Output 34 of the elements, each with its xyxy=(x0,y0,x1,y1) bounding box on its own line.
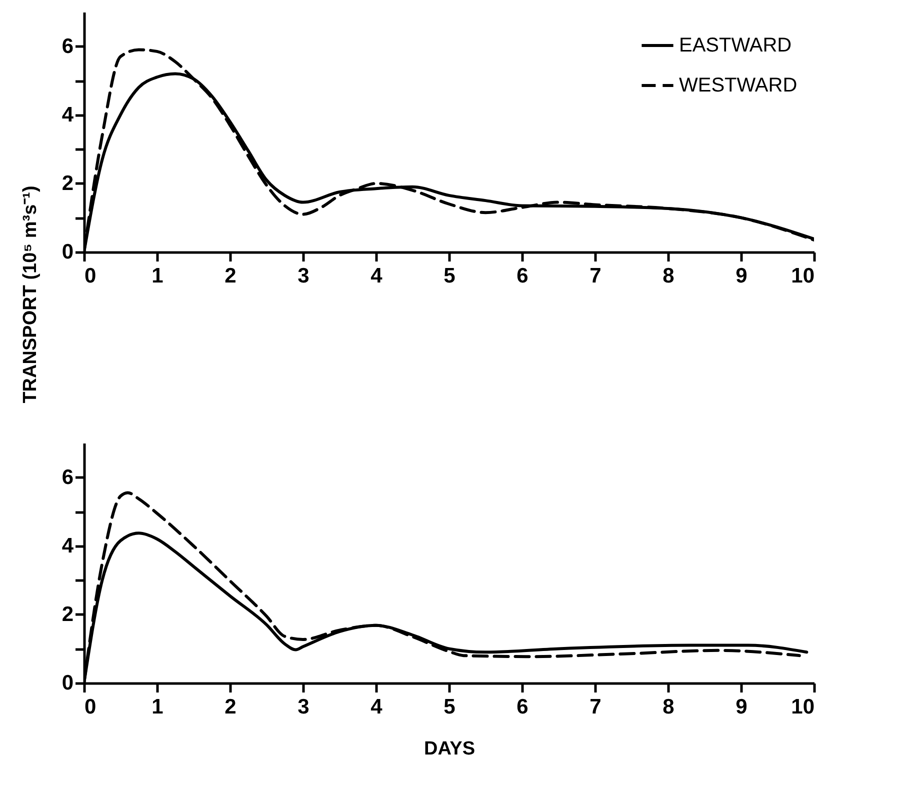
x-tick-label: 8 xyxy=(662,264,675,288)
legend-label: WESTWARD xyxy=(679,74,798,96)
x-tick-label: 2 xyxy=(224,264,236,288)
y-tick-label: 0 xyxy=(62,240,74,264)
y-tick-label: 4 xyxy=(62,534,74,558)
x-tick-label: 3 xyxy=(298,696,310,718)
y-tick-label: 6 xyxy=(62,466,74,489)
y-tick-label: 2 xyxy=(62,172,74,195)
x-tick-label: 10 xyxy=(791,696,814,718)
legend-label: EASTWARD xyxy=(679,34,792,56)
x-tick-label: 9 xyxy=(736,264,748,288)
x-tick-label: 10 xyxy=(791,264,814,288)
x-tick-label: 4 xyxy=(370,696,383,718)
y-tick-label: 0 xyxy=(62,672,74,694)
x-tick-label: 5 xyxy=(444,696,456,718)
x-tick-label: 0 xyxy=(84,264,96,288)
x-tick-label: 3 xyxy=(298,264,310,288)
x-tick-label: 1 xyxy=(152,264,164,288)
x-tick-label: 1 xyxy=(152,696,164,718)
x-tick-label: 2 xyxy=(224,696,236,718)
x-tick-label: 6 xyxy=(516,696,528,718)
x-tick-label: 8 xyxy=(662,696,675,718)
y-tick-label: 6 xyxy=(62,34,74,58)
x-tick-label: 4 xyxy=(370,264,383,288)
x-tick-label: 7 xyxy=(590,264,602,288)
x-tick-label: 0 xyxy=(84,696,96,718)
y-axis-title: TRANSPORT (10⁵ m³s⁻¹) xyxy=(20,186,41,404)
x-tick-label: 5 xyxy=(444,264,456,288)
y-tick-label: 2 xyxy=(62,602,74,626)
x-tick-label: 7 xyxy=(590,696,602,718)
x-axis-title: DAYS xyxy=(424,738,476,760)
x-tick-label: 6 xyxy=(516,264,528,288)
y-tick-label: 4 xyxy=(62,103,74,126)
x-tick-label: 9 xyxy=(736,696,748,718)
